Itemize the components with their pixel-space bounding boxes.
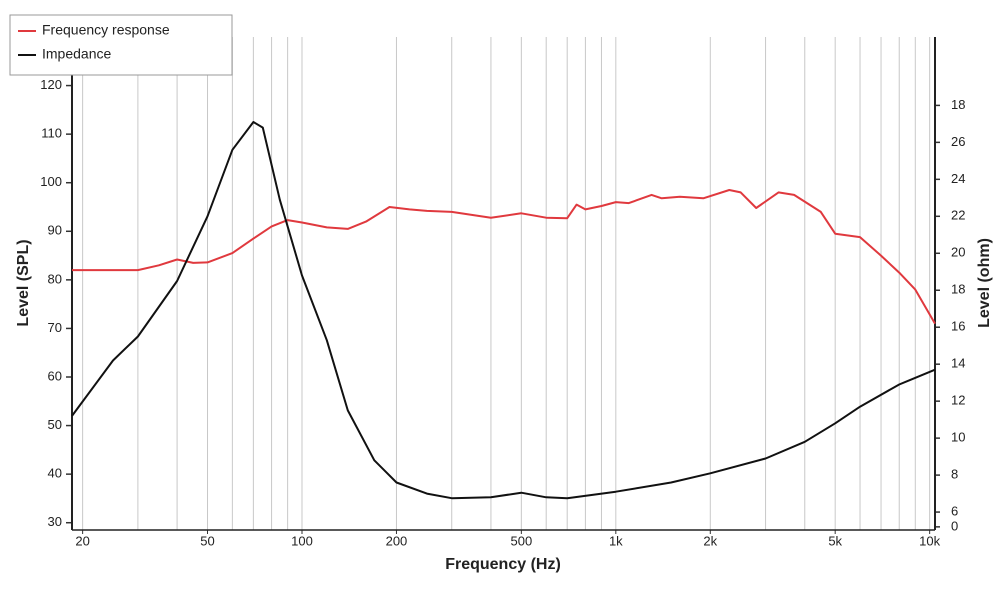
y2-tick-label: 8: [951, 467, 958, 482]
y-axis-title: Level (SPL): [15, 239, 32, 326]
x-tick-label: 100: [291, 533, 313, 548]
y2-tick-label: 22: [951, 208, 965, 223]
x-tick-label: 5k: [828, 533, 842, 548]
x-tick-label: 20: [75, 533, 89, 548]
y2-tick-label: 20: [951, 245, 965, 260]
y2-axis-title: Level (ohm): [976, 238, 993, 328]
y2-tick-label: 0: [951, 518, 958, 533]
y-tick-label: 60: [48, 368, 62, 383]
y-tick-label: 50: [48, 417, 62, 432]
y2-tick-label: 6: [951, 504, 958, 519]
x-tick-label: 200: [386, 533, 408, 548]
y-tick-label: 110: [41, 126, 62, 141]
y-tick-label: 80: [48, 271, 62, 286]
y-tick-label: 100: [40, 174, 62, 189]
y2-tick-label: 10: [951, 430, 965, 445]
y-tick-label: 30: [48, 514, 62, 529]
legend-label: Impedance: [42, 46, 111, 62]
x-axis-title: Frequency (Hz): [445, 556, 561, 573]
y2-tick-label: 26: [951, 134, 965, 149]
y-tick-label: 70: [48, 320, 62, 335]
y2-tick-label: 24: [951, 171, 965, 186]
x-tick-label: 2k: [703, 533, 717, 548]
y2-tick-label: 14: [951, 356, 965, 371]
series-line: [72, 189, 936, 325]
legend-box: [9, 14, 233, 76]
x-tick-label: 50: [200, 533, 214, 548]
y2-tick-label: 18: [951, 97, 965, 112]
y-tick-label: 120: [40, 77, 62, 92]
x-tick-label: 1k: [609, 533, 623, 548]
y-tick-label: 40: [48, 466, 62, 481]
y2-tick-label: 12: [951, 393, 965, 408]
y2-tick-label: 18: [951, 282, 965, 297]
x-tick-label: 10k: [919, 533, 940, 548]
x-tick-label: 500: [510, 533, 532, 548]
series-line: [71, 121, 936, 500]
legend-label: Frequency response: [42, 22, 170, 38]
y-tick-label: 90: [48, 223, 62, 238]
y2-tick-label: 16: [951, 319, 965, 334]
